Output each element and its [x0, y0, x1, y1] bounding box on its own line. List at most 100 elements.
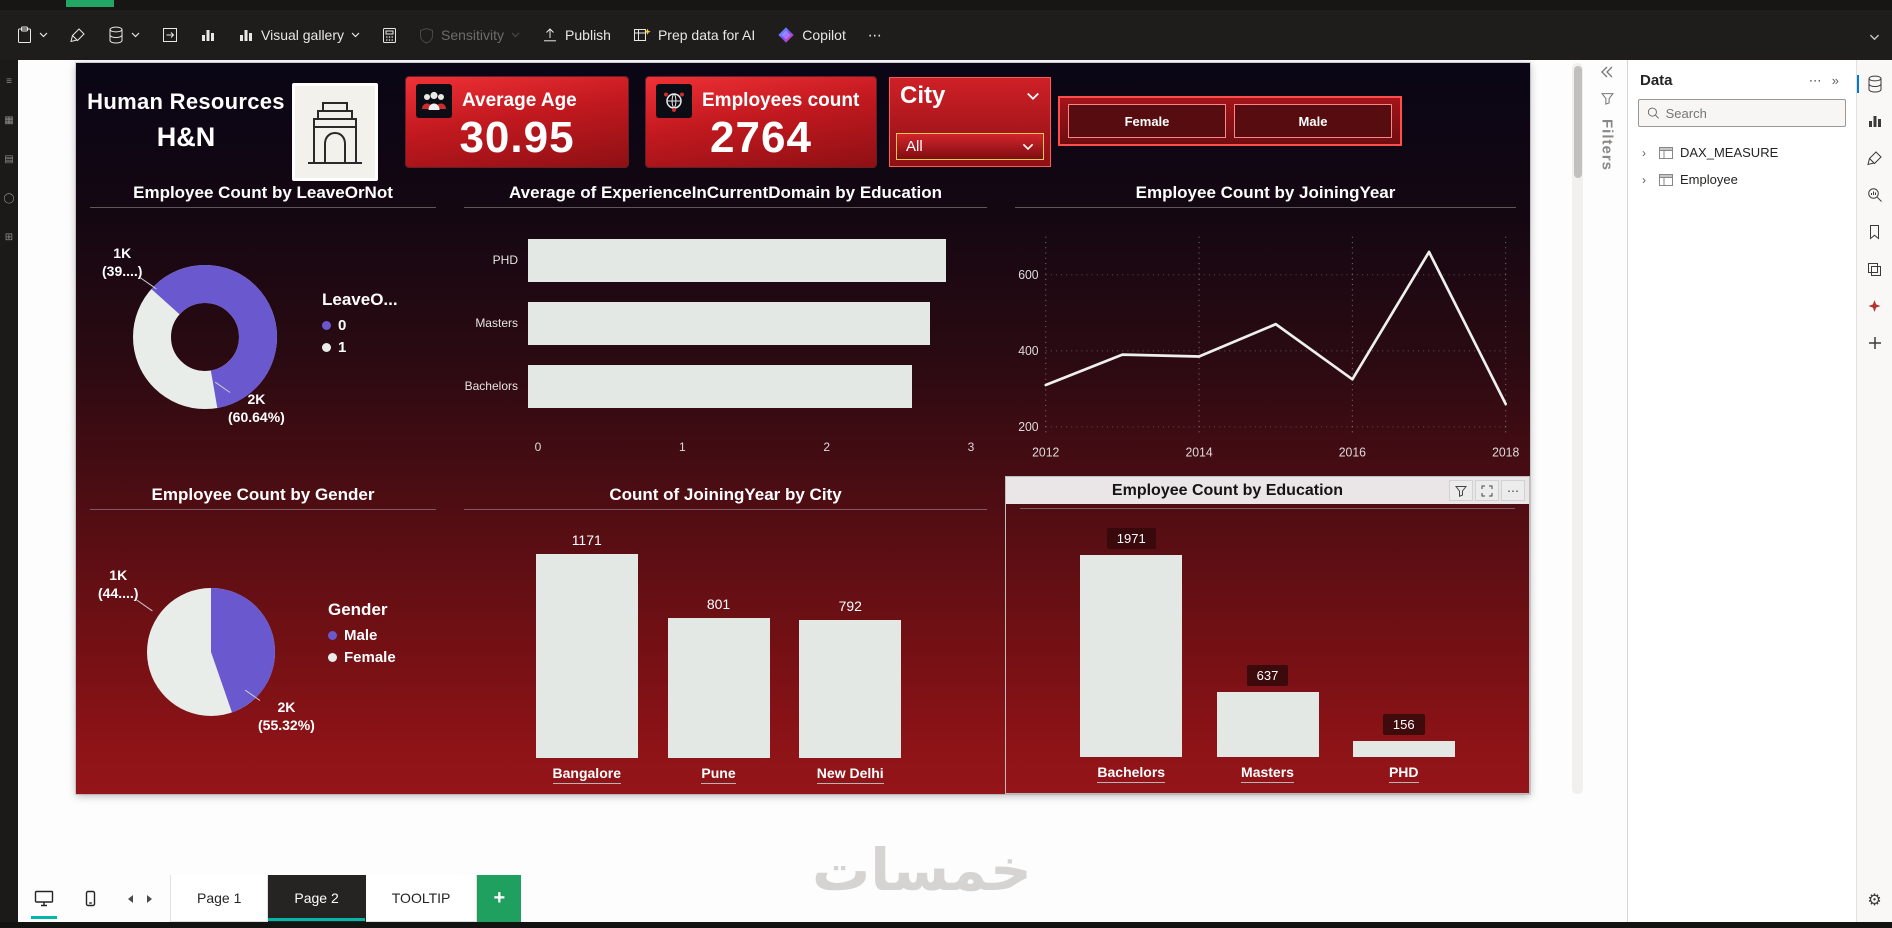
focus-mode-icon[interactable] — [1475, 480, 1499, 501]
svg-text:200: 200 — [1018, 420, 1038, 434]
chevron-right-icon[interactable]: › — [1642, 172, 1646, 187]
paste-button[interactable] — [6, 10, 59, 60]
bar[interactable] — [528, 301, 930, 345]
previous-page-icon[interactable] — [126, 894, 134, 904]
transform-data-button[interactable] — [151, 10, 189, 60]
prep-data-ai-button[interactable]: Prep data for AI — [622, 10, 766, 60]
build-visual-icon[interactable] — [1863, 109, 1887, 133]
chevron-down-icon[interactable] — [1026, 92, 1040, 101]
donut-chart-svg[interactable] — [120, 252, 290, 422]
city-slicer[interactable]: City All — [889, 77, 1051, 167]
bar[interactable] — [667, 618, 770, 758]
visual-joiningyear-line[interactable]: Employee Count by JoiningYear 2012 2014 20… — [1001, 180, 1530, 470]
legend-item[interactable]: Female — [328, 649, 396, 666]
new-page-button[interactable]: + — [477, 875, 522, 922]
city-dropdown[interactable]: All — [896, 133, 1044, 160]
visual-education-columns[interactable]: Employee Count by Education ⋯ 1971 Bachel… — [1005, 476, 1530, 794]
bar[interactable] — [1352, 741, 1455, 757]
tree-item-employee[interactable]: › Employee — [1628, 166, 1856, 193]
desktop-view-button[interactable] — [24, 875, 64, 922]
bar[interactable] — [528, 238, 946, 282]
circle-icon[interactable]: ◯ — [3, 193, 15, 204]
menu-icon[interactable]: ≡ — [6, 76, 12, 87]
chevron-down-icon — [1022, 143, 1034, 150]
visual-leave-donut[interactable]: Employee Count by LeaveOrNot 1K (39....)… — [76, 180, 450, 470]
legend-item[interactable]: Male — [328, 627, 396, 644]
legend-label: 1 — [338, 339, 347, 356]
kpi-card-employees-count[interactable]: Employees count 2764 — [646, 77, 876, 167]
visual-gallery-button[interactable]: Visual gallery — [227, 10, 371, 60]
new-measure-button[interactable] — [371, 10, 408, 60]
active-ribbon-tab-accent — [66, 0, 114, 7]
plus-grid-icon[interactable]: ⊞ — [4, 232, 14, 243]
x-axis: 0 1 2 3 — [534, 440, 975, 454]
legend-bullet — [328, 653, 337, 662]
filters-pane-label[interactable]: Filters — [1598, 119, 1616, 172]
female-filter-button[interactable]: Female — [1068, 104, 1226, 138]
more-options-icon[interactable]: ⋯ — [1501, 480, 1525, 501]
pie-chart-svg[interactable] — [141, 582, 281, 722]
search-box — [1638, 99, 1846, 127]
bar-row: Masters — [464, 301, 971, 345]
chart-title: Employee Count by JoiningYear — [1135, 183, 1396, 202]
analytics-pane-icon[interactable] — [1863, 183, 1887, 207]
tab-page-2[interactable]: Page 2 — [268, 875, 366, 922]
bar[interactable] — [535, 554, 638, 758]
scrollbar-thumb[interactable] — [1573, 66, 1582, 178]
report-page[interactable]: Human Resources H&N Average Age 30.95 Em… — [76, 63, 1530, 794]
chart-title: Employee Count by Gender — [151, 485, 375, 504]
format-painter-button[interactable] — [59, 10, 97, 60]
tab-page-1[interactable]: Page 1 — [170, 875, 269, 922]
get-data-button[interactable] — [97, 10, 151, 60]
more-options-icon[interactable]: ⋯ — [1808, 72, 1822, 88]
visual-gallery-label: Visual gallery — [261, 27, 345, 43]
mobile-view-button[interactable] — [70, 875, 110, 922]
visual-city-columns[interactable]: Count of JoiningYear by City 1171 Bangalo… — [450, 482, 1001, 794]
tree-item-dax-measure[interactable]: › DAX_MEASURE — [1628, 139, 1856, 166]
collapse-ribbon-icon[interactable] — [1869, 28, 1880, 46]
bar-row: Bachelors — [464, 364, 971, 408]
chevron-down-icon — [39, 32, 48, 38]
search-input[interactable] — [1665, 105, 1837, 121]
format-pane-icon[interactable] — [1863, 146, 1887, 170]
collapse-pane-icon[interactable]: » — [1831, 73, 1839, 88]
add-pane-icon[interactable] — [1863, 331, 1887, 355]
legend-item[interactable]: 0 — [322, 317, 398, 334]
rows-icon[interactable]: ▤ — [4, 154, 14, 165]
bookmarks-pane-icon[interactable] — [1863, 220, 1887, 244]
svg-text:400: 400 — [1018, 344, 1038, 358]
canvas-scrollbar[interactable] — [1572, 63, 1583, 794]
bar[interactable] — [528, 364, 912, 408]
legend-label: 0 — [338, 317, 347, 334]
people-group-icon — [416, 84, 452, 118]
kpi-card-average-age[interactable]: Average Age 30.95 — [406, 77, 628, 167]
bar[interactable] — [799, 620, 902, 758]
publish-button[interactable]: Publish — [531, 10, 622, 60]
filter-icon[interactable] — [1449, 480, 1473, 501]
ai-insights-icon[interactable] — [1863, 294, 1887, 318]
bar[interactable] — [1216, 691, 1319, 757]
axis-tick: 0 — [534, 440, 542, 454]
visual-experience-hbar[interactable]: Average of ExperienceInCurrentDomain by … — [450, 180, 1001, 470]
grid-icon[interactable]: ▦ — [4, 115, 14, 126]
bar[interactable] — [1080, 555, 1183, 757]
data-pane-icon[interactable] — [1856, 72, 1887, 96]
expand-pane-icon[interactable] — [1600, 66, 1614, 78]
settings-gear-icon[interactable]: ⚙ — [1867, 892, 1882, 909]
new-visual-button[interactable] — [189, 10, 227, 60]
ribbon-more-button[interactable]: ⋯ — [857, 10, 893, 60]
selection-pane-icon[interactable] — [1863, 257, 1887, 281]
copilot-button[interactable]: Copilot — [766, 10, 857, 60]
value-label: 637 — [1246, 664, 1289, 686]
filter-icon[interactable] — [1600, 92, 1614, 105]
male-filter-button[interactable]: Male — [1234, 104, 1392, 138]
legend-item[interactable]: 1 — [322, 339, 398, 356]
chevron-right-icon[interactable]: › — [1642, 145, 1646, 160]
tab-tooltip[interactable]: TOOLTIP — [365, 875, 478, 922]
next-page-icon[interactable] — [146, 894, 154, 904]
line-chart-svg[interactable]: 2012 2014 2016 2018 200 400 600 — [1007, 222, 1522, 466]
visual-hover-header: Employee Count by Education ⋯ — [1006, 477, 1529, 504]
visual-gender-pie[interactable]: Employee Count by Gender 1K (44....) 2K (… — [76, 482, 450, 794]
right-pane-rail: ⚙ — [1856, 60, 1892, 922]
data-label-callout: 2K (55.32%) — [258, 699, 315, 734]
